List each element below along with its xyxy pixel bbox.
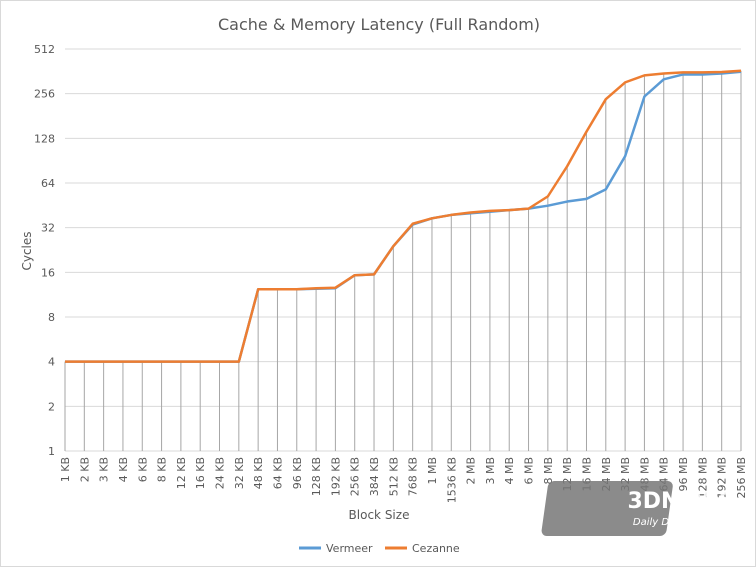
legend: Vermeer Cezanne: [299, 542, 460, 555]
x-tick-label: 12 KB: [175, 457, 188, 489]
y-tick-label: 4: [48, 356, 55, 369]
x-tick-label: 32 KB: [233, 457, 246, 489]
legend-label: Cezanne: [412, 542, 460, 555]
x-axis-label: Block Size: [349, 508, 410, 522]
y-tick-label: 256: [34, 88, 55, 101]
y-tick-label: 512: [34, 43, 55, 56]
svg-text:Daily Digital Digest: Daily Digital Digest: [633, 517, 730, 528]
x-tick-label: 256 KB: [349, 457, 362, 496]
x-tick-label: 256 MB: [735, 457, 748, 499]
x-tick-label: 3 MB: [484, 457, 497, 485]
x-tick-label: 1 KB: [59, 457, 72, 482]
series-line-vermeer: [65, 70, 742, 363]
x-tick-label: 6 MB: [523, 457, 536, 485]
y-tick-label: 1: [48, 445, 55, 458]
x-tick-label: 6 KB: [136, 457, 149, 482]
y-tick-label: 64: [41, 177, 55, 190]
x-tick-label: 24 KB: [214, 457, 227, 489]
y-tick-label: 32: [41, 222, 55, 235]
series-line-cezanne: [65, 69, 742, 363]
x-tick-label: 96 KB: [291, 457, 304, 489]
y-tick-label: 8: [48, 311, 55, 324]
svg-text:3DNEWS: 3DNEWS: [627, 489, 734, 514]
x-tick-label: 48 KB: [252, 457, 265, 489]
x-tick-label: 3 KB: [98, 457, 111, 482]
y-tick-label: 16: [41, 266, 55, 279]
x-tick-label: 64 KB: [271, 457, 284, 489]
x-tick-label: 8 KB: [156, 457, 169, 482]
x-tick-label: 96 MB: [677, 457, 690, 492]
x-tick-label: 128 MB: [696, 457, 709, 499]
watermark-logo: 3DNEWS Daily Digital Digest: [541, 481, 735, 536]
x-tick-label: 1536 KB: [445, 457, 458, 503]
x-tick-label: 128 KB: [310, 457, 323, 496]
y-axis-label: Cycles: [20, 231, 34, 270]
x-tick-label: 1 MB: [426, 457, 439, 485]
x-tick-label: 4 MB: [503, 457, 516, 485]
legend-label: Vermeer: [326, 542, 373, 555]
chart-title: Cache & Memory Latency (Full Random): [218, 15, 540, 34]
x-tick-label: 4 KB: [117, 457, 130, 482]
x-tick-label: 512 KB: [387, 457, 400, 496]
x-tick-label: 8 MB: [542, 457, 555, 485]
y-tick-label: 128: [34, 132, 55, 145]
x-tick-label: 192 KB: [329, 457, 342, 496]
x-tick-label: 384 KB: [368, 457, 381, 496]
x-tick-label: 768 KB: [407, 457, 420, 496]
x-tick-label: 192 MB: [716, 457, 729, 499]
x-tick-label: 16 KB: [194, 457, 207, 489]
y-tick-label: 2: [48, 400, 55, 413]
x-tick-label: 2 MB: [465, 457, 478, 485]
x-tick-label: 2 KB: [78, 457, 91, 482]
